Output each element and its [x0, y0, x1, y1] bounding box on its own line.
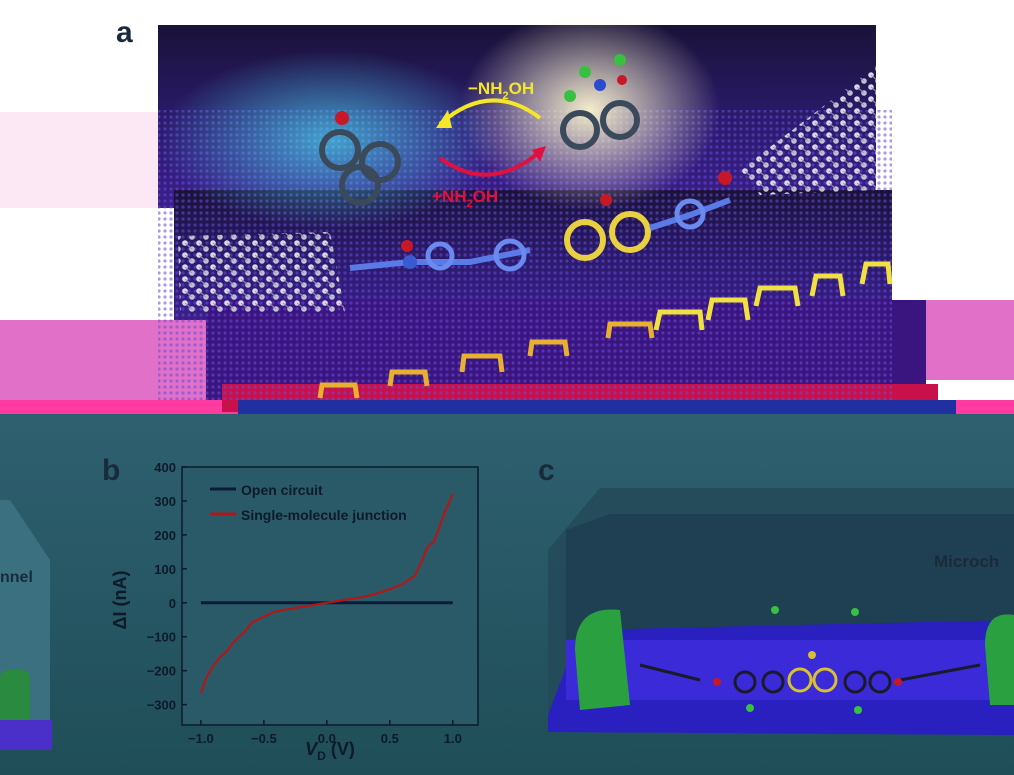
- bridging-molecule: [639, 606, 981, 714]
- gold-electrodes-yellow: [653, 261, 893, 331]
- left-channel-label: nnel: [0, 569, 33, 586]
- legend-label-open-circuit: Open circuit: [241, 482, 323, 498]
- iv-chart: −300 −200 −100 0 100 200 300 400 −1.0 −0.5 0.0 0.5…: [110, 460, 479, 763]
- arrow-red-head: [532, 146, 546, 162]
- x-tick-label: −1.0: [188, 731, 214, 746]
- molecule-right-oxime: [560, 54, 640, 150]
- electrode-right: [985, 614, 1014, 705]
- series-single-molecule: [199, 493, 454, 694]
- glitch-band: [924, 300, 1014, 380]
- molecule-left-ketone: [319, 111, 401, 206]
- arrow-red: [438, 148, 544, 177]
- y-tick-label: −200: [147, 664, 176, 679]
- y-tick-label: 0: [169, 596, 176, 611]
- graphene-right: [740, 66, 876, 195]
- gold-electrodes: [317, 321, 655, 399]
- substrate-top: [566, 640, 1014, 700]
- arrow-yellow: [438, 98, 542, 126]
- y-tick-label: 300: [154, 494, 176, 509]
- arrow-yellow-head: [436, 110, 452, 128]
- microchannel-label: Microch: [934, 552, 999, 571]
- microchannel-inner: [566, 514, 1014, 655]
- glitch-band: [0, 112, 180, 208]
- y-axis-label: ΔI (nA): [110, 571, 130, 630]
- y-tick-label: −100: [147, 630, 176, 645]
- panel-a-illustration: −NH2OH +NH2OH: [0, 10, 1014, 426]
- panel-label-a: a: [116, 16, 133, 49]
- x-tick-label: 0.5: [381, 731, 399, 746]
- left-substrate: [0, 720, 52, 750]
- left-electrode: [0, 670, 30, 725]
- panel-label-c: c: [538, 454, 555, 487]
- glow-yellow: [460, 10, 720, 210]
- legend-label-single-molecule: Single-molecule junction: [241, 507, 407, 523]
- reaction-label-bottom: +NH2OH: [432, 187, 498, 210]
- y-tick-label: 400: [154, 460, 176, 475]
- y-tick-label: −300: [147, 698, 176, 713]
- plot-area: [181, 466, 479, 726]
- y-tick-label: 100: [154, 562, 176, 577]
- reaction-label-top: −NH2OH: [468, 79, 534, 102]
- molecule-chain: [349, 171, 732, 272]
- x-tick-label: −0.5: [251, 731, 277, 746]
- x-tick-label: 0.0: [318, 731, 336, 746]
- x-axis-label: VD (V): [305, 739, 355, 763]
- y-tick-label: 200: [154, 528, 176, 543]
- glow-cyan: [160, 50, 500, 230]
- x-tick-label: 1.0: [444, 731, 462, 746]
- panel-c-device: nnel Microch: [0, 488, 1014, 750]
- graphene-left: [178, 232, 345, 312]
- panel-label-b: b: [102, 454, 121, 487]
- electrode-left: [575, 609, 630, 710]
